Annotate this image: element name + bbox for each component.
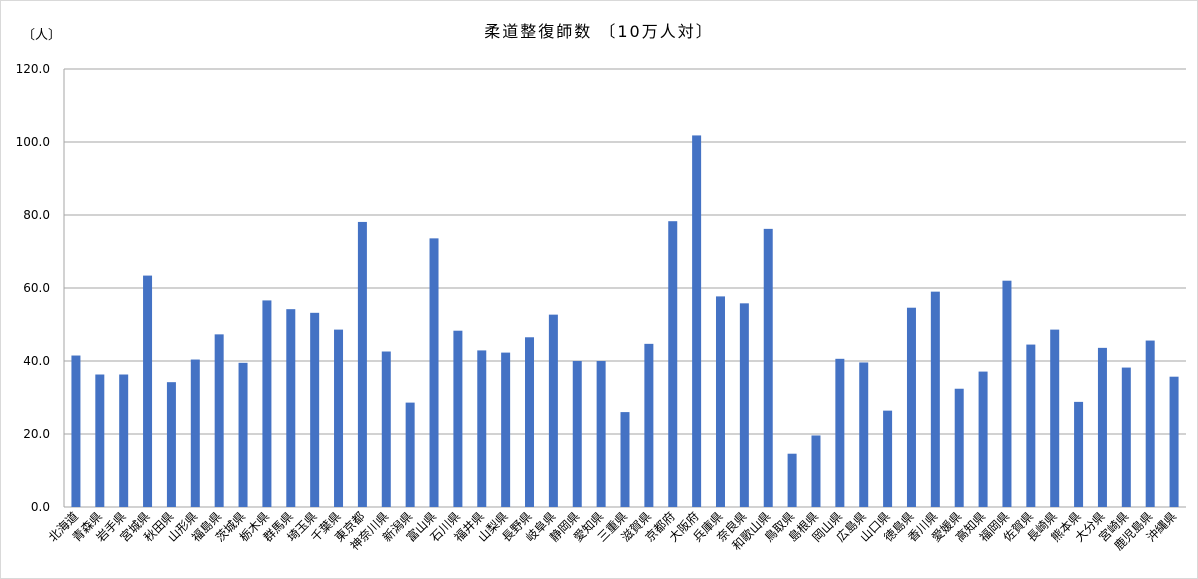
bar <box>859 362 869 507</box>
y-tick-label: 120.0 <box>16 62 50 76</box>
bar <box>71 355 81 507</box>
bar <box>1169 376 1179 507</box>
bar <box>214 334 224 507</box>
y-tick-label: 60.0 <box>23 281 50 295</box>
y-tick-label: 0.0 <box>31 500 50 514</box>
bar <box>286 309 296 507</box>
bar <box>644 343 654 507</box>
bar <box>1050 329 1060 507</box>
bar <box>715 296 725 507</box>
bar <box>95 374 105 507</box>
bar <box>1097 347 1107 507</box>
bar <box>381 351 391 507</box>
bar <box>835 358 845 507</box>
bar <box>1026 344 1036 507</box>
bar <box>548 314 558 507</box>
bar <box>1074 401 1084 507</box>
bar <box>1002 280 1012 507</box>
bar <box>978 371 988 507</box>
bar <box>262 300 272 507</box>
bar <box>405 402 415 507</box>
bar <box>668 221 678 507</box>
bar <box>763 228 773 507</box>
bar <box>572 361 582 507</box>
bar <box>620 412 630 507</box>
bar <box>739 303 749 507</box>
y-tick-label: 100.0 <box>16 135 50 149</box>
bar <box>501 352 511 507</box>
y-tick-label: 40.0 <box>23 354 50 368</box>
bar <box>954 388 964 507</box>
y-axis-unit-label: 〔人〕 <box>22 28 62 43</box>
bar <box>310 312 320 507</box>
bar <box>811 435 821 507</box>
y-tick-label: 80.0 <box>23 208 50 222</box>
bar <box>692 135 702 507</box>
chart-title: 柔道整復師数 〔10万人対〕 <box>484 22 714 41</box>
bar <box>883 410 893 507</box>
bar <box>238 362 248 507</box>
bar <box>930 291 940 507</box>
bar <box>166 382 176 507</box>
bar <box>1145 340 1155 507</box>
bar <box>787 453 797 507</box>
bar <box>190 359 200 507</box>
bar <box>143 275 153 507</box>
bar <box>429 238 439 508</box>
bar <box>334 329 344 507</box>
bar <box>525 337 535 507</box>
bar <box>357 221 367 507</box>
bar <box>596 361 606 507</box>
bar <box>119 374 129 507</box>
bar <box>453 330 463 507</box>
bar <box>477 350 487 507</box>
y-tick-label: 20.0 <box>23 427 50 441</box>
bar <box>1121 367 1131 507</box>
bar <box>906 307 916 507</box>
